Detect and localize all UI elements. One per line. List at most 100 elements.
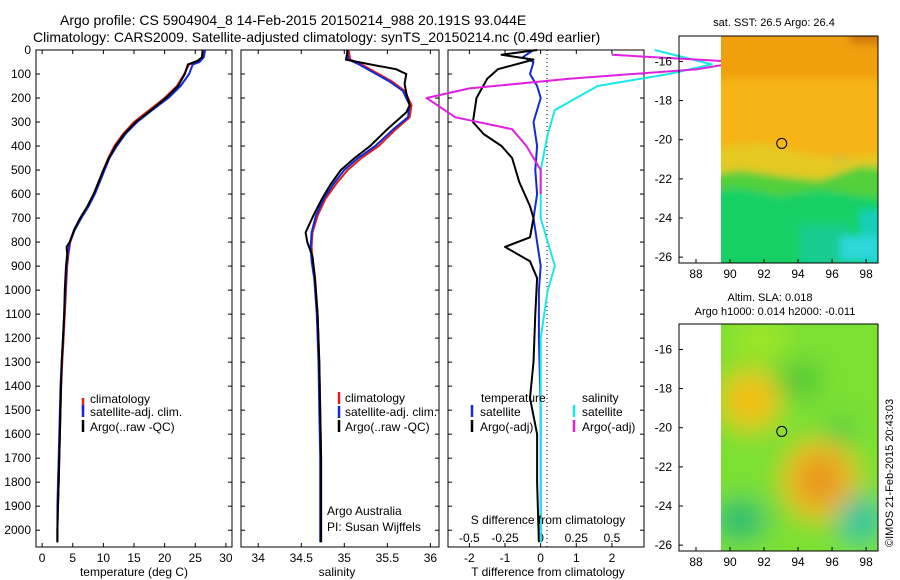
- y-tick-label: 1800: [4, 475, 31, 489]
- series-line-t-argo-adj: [471, 49, 540, 543]
- y-tick-label: 1400: [4, 379, 31, 393]
- x-tick-label: -1: [500, 551, 511, 565]
- y-tick-label: 1900: [4, 499, 31, 513]
- x-tick-label: 30: [219, 551, 233, 565]
- x2-tick-label: 0.25: [565, 531, 589, 545]
- sst-map-frame: [678, 35, 879, 264]
- map-y-tick-label: -24: [655, 499, 673, 513]
- y-tick-label: 1100: [5, 307, 31, 321]
- x-tick-label: 34.5: [290, 551, 314, 565]
- x2-tick-label: -0.25: [491, 531, 519, 545]
- credit-text: ©IMOS 21-Feb-2015 20:43:03: [884, 399, 896, 547]
- y-tick-label: 1000: [4, 283, 31, 297]
- sst-map-title: sat. SST: 26.5 Argo: 26.4: [713, 17, 835, 29]
- map-x-tick-label: 94: [791, 267, 805, 281]
- legend-climatology-label: climatology: [90, 392, 150, 406]
- legend-t-satellite-label: satellite: [480, 405, 521, 419]
- y-tick-label: 2000: [4, 523, 31, 537]
- legend-satellite-label: satellite-adj. clim.: [345, 405, 437, 419]
- map-y-tick-label: -20: [655, 421, 673, 435]
- salinity-annotation-line2: PI: Susan Wijffels: [327, 520, 421, 534]
- salinity-legend: climatology satellite-adj. clim. Argo(..…: [337, 391, 437, 434]
- figure-title-line1: Argo profile: CS 5904904_8 14-Feb-2015 2…: [60, 12, 526, 28]
- sst-profile-marker: [776, 137, 788, 149]
- map-y-tick-label: -22: [655, 172, 673, 186]
- series-line-s-satellite: [539, 49, 713, 543]
- difference-legend-salinity: salinity satellite Argo(-adj): [572, 391, 635, 434]
- sla-map-panel: Altim. SLA: 0.018 Argo h1000: 0.014 h200…: [655, 292, 879, 569]
- figure-title-line2: Climatology: CARS2009. Satellite-adjuste…: [33, 29, 600, 45]
- x-tick-label: 35.5: [376, 551, 400, 565]
- legend-satellite-label: satellite-adj. clim.: [90, 405, 182, 419]
- sla-map-subtitle: Argo h1000: 0.014 h2000: -0.011: [695, 306, 856, 318]
- y-tick-label: 500: [11, 163, 31, 177]
- legend-argo-label: Argo(..raw -QC): [345, 420, 430, 434]
- map-x-tick-label: 96: [825, 555, 839, 569]
- legend-argo-label: Argo(..raw -QC): [90, 420, 175, 434]
- map-x-tick-label: 90: [723, 555, 737, 569]
- y-tick-label: 1600: [4, 427, 31, 441]
- map-x-tick-label: 98: [859, 267, 873, 281]
- x-tick-label: 2: [609, 551, 616, 565]
- x-tick-label: 34: [252, 551, 266, 565]
- map-y-tick-label: -20: [655, 133, 673, 147]
- series-line-climatology: [56, 49, 205, 543]
- y-tick-label: 200: [11, 91, 31, 105]
- map-x-tick-label: 90: [723, 267, 737, 281]
- legend-s-satellite-label: satellite: [582, 405, 623, 419]
- map-y-tick-label: -18: [655, 94, 673, 108]
- legend-s-argo-label: Argo(-adj): [582, 420, 635, 434]
- difference-xlabel-salinity: S difference from climatology: [471, 513, 626, 527]
- salinity-panel: 34 34.5 35 35.5 36 climatology satellite-adj…: [240, 49, 440, 579]
- temperature-panel: 0100200300400500600700800900100011001200…: [4, 43, 233, 579]
- difference-panel: -2 -1 0 1 2-0.5 -0.25 0 0.25 0.5 temperature sat…: [425, 49, 742, 579]
- y-tick-label: 600: [11, 187, 31, 201]
- y-tick-label: 800: [11, 235, 31, 249]
- x-tick-label: 35: [338, 551, 352, 565]
- x-tick-label: 0: [39, 551, 46, 565]
- map-y-tick-label: -26: [655, 250, 673, 264]
- temperature-xlabel: temperature (deg C): [80, 565, 188, 579]
- series-line-s-argo-adj: [425, 53, 742, 195]
- y-tick-label: 700: [11, 211, 31, 225]
- y-tick-label: 1500: [4, 403, 31, 417]
- x-tick-label: 0: [537, 551, 544, 565]
- y-tick-label: 300: [11, 115, 31, 129]
- salinity-xlabel: salinity: [319, 565, 356, 579]
- y-tick-label: 0: [24, 43, 31, 57]
- map-x-tick-label: 92: [757, 267, 771, 281]
- map-x-tick-label: 96: [825, 267, 839, 281]
- salinity-axes-frame: [240, 49, 440, 548]
- map-y-tick-label: -26: [655, 538, 673, 552]
- series-line-argo-raw-qc: [56, 49, 204, 543]
- x-tick-label: 1: [573, 551, 580, 565]
- map-y-tick-label: -16: [655, 54, 673, 68]
- series-line-t-satellite: [521, 49, 542, 543]
- legend-salinity-heading: salinity: [582, 391, 619, 405]
- x-tick-label: 25: [189, 551, 203, 565]
- x2-tick-label: -0.5: [459, 531, 480, 545]
- x-tick-label: 20: [158, 551, 172, 565]
- legend-climatology-label: climatology: [345, 391, 405, 405]
- y-tick-label: 1300: [4, 355, 31, 369]
- x2-tick-label: 0.5: [604, 531, 621, 545]
- map-y-tick-label: -24: [655, 211, 673, 225]
- map-y-tick-label: -18: [655, 382, 673, 396]
- sla-map-frame: [678, 323, 879, 552]
- map-x-tick-label: 92: [757, 555, 771, 569]
- legend-temperature-heading: temperature: [481, 391, 546, 405]
- sst-map-panel: sat. SST: 26.5 Argo: 26.4 88 90 92 94 96 98 -1…: [655, 17, 879, 281]
- sla-field: [721, 324, 878, 551]
- x-tick-label: 15: [127, 551, 141, 565]
- sla-profile-marker: [776, 425, 788, 437]
- map-x-tick-label: 94: [791, 555, 805, 569]
- series-line-argo-raw-qc: [304, 49, 411, 543]
- series-line-climatology: [310, 49, 413, 543]
- y-tick-label: 900: [11, 259, 31, 273]
- x-tick-label: 36: [424, 551, 438, 565]
- sla-map-title: Altim. SLA: 0.018: [728, 292, 813, 304]
- x-tick-label: -2: [464, 551, 475, 565]
- y-tick-label: 1200: [4, 331, 31, 345]
- difference-axes-frame: [447, 49, 645, 548]
